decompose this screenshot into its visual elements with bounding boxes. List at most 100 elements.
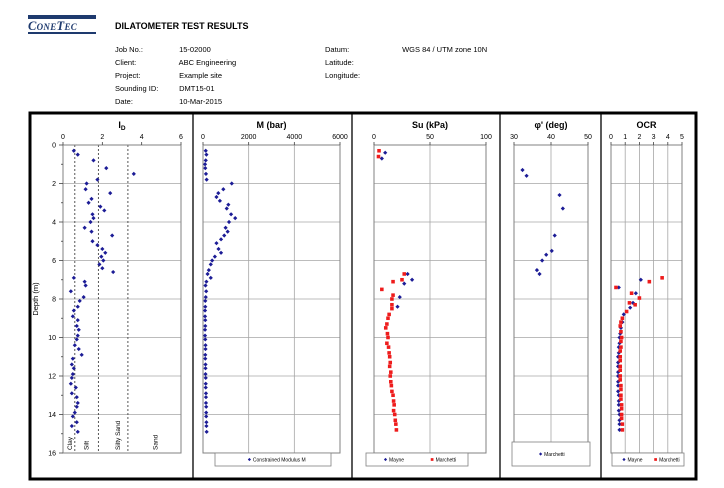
depth-tick-label: 14 — [48, 412, 56, 419]
depth-tick-label: 6 — [52, 258, 56, 265]
phi-gridlines — [514, 145, 588, 453]
ocr-legend-label: Mayne — [628, 457, 643, 463]
m-x-tick-label: 4000 — [287, 134, 303, 141]
soil-zone-label: Clay — [67, 436, 74, 450]
id-chart-title: ID — [118, 120, 126, 132]
field-label: Longitude: — [325, 71, 361, 80]
field-value: WGS 84 / UTM zone 10N — [402, 45, 488, 54]
depth-tick-label: 2 — [52, 181, 56, 188]
ocr-legend: Mayne Marchetti — [611, 452, 685, 467]
m-gridlines — [203, 145, 340, 453]
id-x-tick-label: 6 — [179, 134, 183, 141]
m-series-constrained-modulus-m — [202, 148, 238, 434]
panel-id: Clay Silt Silty Sand Sand ID 0 2 4 6 0 2 4 6 8 10 12 14 1… — [31, 120, 183, 458]
field-value: ABC Engineering — [178, 58, 237, 67]
id-x-tick-label: 0 — [61, 134, 65, 141]
id-x-axis: 0 2 4 6 — [61, 134, 183, 145]
m-x-tick-label: 2000 — [241, 134, 257, 141]
id-x-tick-label: 2 — [100, 134, 104, 141]
ocr-chart-title: OCR — [637, 120, 658, 130]
ocr-x-tick-label: 1 — [623, 134, 627, 141]
su-x-tick-label: 50 — [426, 134, 434, 141]
su-x-tick-label: 0 — [372, 134, 376, 141]
m-x-tick-label: 6000 — [332, 134, 348, 141]
field-row-sounding-id: Sounding ID: DMT15-01 — [115, 84, 215, 93]
field-value: DMT15-01 — [179, 84, 215, 93]
su-series-marchetti — [376, 148, 407, 432]
charts-outer-box — [28, 111, 698, 481]
field-row-client: Client: ABC Engineering — [115, 58, 236, 67]
phi-x-tick-label: 50 — [584, 134, 592, 141]
su-chart-title: Su (kPa) — [412, 120, 448, 130]
m-chart-title: M (bar) — [257, 120, 287, 130]
m-x-axis: 0 2000 4000 6000 — [201, 134, 348, 145]
id-series-material-index — [68, 148, 136, 434]
field-row-date: Date: 10-Mar-2015 — [115, 97, 222, 106]
su-legend-label: Mayne — [389, 457, 404, 463]
field-value: 15-02000 — [179, 45, 211, 54]
su-x-axis: 0 50 100 — [372, 134, 492, 145]
ocr-x-tick-label: 2 — [637, 134, 641, 141]
phi-x-axis: 30 40 50 — [510, 134, 592, 145]
depth-tick-label: 16 — [48, 451, 56, 458]
su-series-mayne — [379, 150, 415, 309]
panel-ocr: OCR 0 1 2 3 4 5 Mayne Marchetti — [609, 120, 685, 467]
conetec-logo: ConeTec — [28, 15, 96, 34]
depth-tick-label: 0 — [52, 143, 56, 150]
su-legend: Mayne Marchetti — [365, 452, 469, 467]
su-gridlines — [374, 145, 486, 453]
phi-series-marchetti — [520, 167, 565, 277]
id-gridlines — [63, 183, 181, 415]
ocr-x-tick-label: 5 — [680, 134, 684, 141]
field-label: Datum: — [325, 45, 350, 54]
field-row-job-no: Job No.: 15-02000 — [115, 45, 211, 54]
m-x-tick-label: 0 — [201, 134, 205, 141]
depth-tick-label: 12 — [48, 374, 56, 381]
phi-x-tick-label: 40 — [547, 134, 555, 141]
ocr-x-axis: 0 1 2 3 4 5 — [609, 134, 684, 145]
ocr-legend-label: Marchetti — [659, 457, 680, 463]
m-legend-label: Constrained Modulus M — [253, 457, 306, 463]
ocr-x-tick-label: 0 — [609, 134, 613, 141]
phi-legend-label: Marchetti — [544, 452, 565, 458]
field-label: Date: — [115, 97, 133, 106]
depth-tick-label: 10 — [48, 335, 56, 342]
phi-chart-title: φ' (deg) — [534, 120, 567, 130]
field-label: Client: — [115, 58, 137, 67]
logo-top-bar — [28, 15, 96, 19]
su-x-tick-label: 100 — [480, 134, 492, 141]
phi-legend: Marchetti — [511, 441, 591, 467]
field-label: Project: — [115, 71, 141, 80]
depth-tick-label: 4 — [52, 220, 56, 227]
panel-phi: φ' (deg) 30 40 50 Marchetti — [510, 120, 592, 467]
ocr-series-marchetti — [614, 276, 664, 432]
field-row-longitude: Longitude: — [325, 71, 400, 80]
field-value: 10-Mar-2015 — [179, 97, 223, 106]
field-label: Job No.: — [115, 45, 143, 54]
panel-su: Su (kPa) 0 50 100 Mayne Marchetti — [365, 120, 492, 467]
logo-text: ConeTec — [28, 19, 78, 33]
depth-axis: 0 2 4 6 8 10 12 14 16 Depth (m) — [31, 143, 63, 458]
depth-tick-label: 8 — [52, 297, 56, 304]
ocr-x-tick-label: 4 — [666, 134, 670, 141]
soil-zone-label: Sand — [152, 434, 159, 450]
logo-underline — [28, 32, 96, 34]
phi-x-tick-label: 30 — [510, 134, 518, 141]
field-row-datum: Datum: WGS 84 / UTM zone 10N — [325, 45, 487, 54]
field-label: Sounding ID: — [115, 84, 159, 93]
field-label: Latitude: — [325, 58, 354, 67]
id-soil-zones: Clay Silt Silty Sand Sand — [67, 145, 159, 453]
field-value: Example site — [179, 71, 223, 80]
field-row-project: Project: Example site — [115, 71, 222, 80]
soil-zone-label: Silt — [84, 441, 91, 450]
ocr-x-tick-label: 3 — [652, 134, 656, 141]
id-x-tick-label: 4 — [140, 134, 144, 141]
field-row-latitude: Latitude: — [325, 58, 400, 67]
m-legend: Constrained Modulus M — [214, 452, 332, 467]
page-title: DILATOMETER TEST RESULTS — [115, 21, 249, 31]
su-legend-label: Marchetti — [436, 457, 457, 463]
panel-m: M (bar) 0 2000 4000 6000 Constrained Modulus … — [201, 120, 348, 467]
depth-axis-title: Depth (m) — [31, 282, 40, 316]
